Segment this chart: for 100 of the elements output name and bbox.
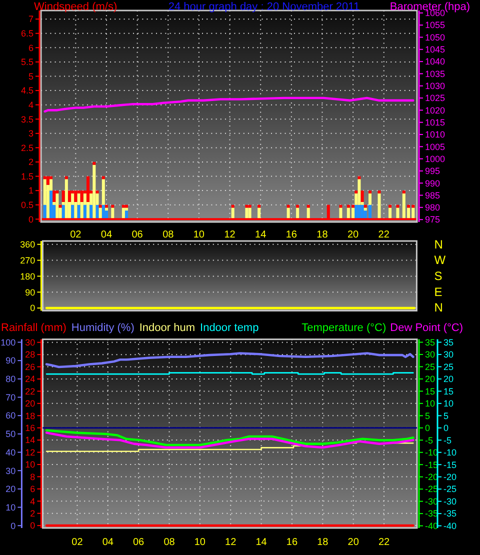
bar [83, 204, 86, 220]
y-tick-label: 180 [20, 271, 36, 282]
y-tick-label: 30 [425, 350, 436, 360]
y2-tick-label: 1015 [425, 117, 446, 128]
y2-tick-label: 1040 [425, 56, 446, 67]
y2-tick-label: -20 [444, 472, 457, 482]
bar [360, 190, 364, 202]
y2-tick-label: -30 [444, 496, 457, 506]
y2-tick-label: 10 [444, 398, 454, 409]
bar [62, 204, 65, 220]
bar [368, 193, 372, 205]
y-tick-label: 10 [425, 398, 436, 409]
bar [64, 179, 68, 220]
bar [378, 193, 381, 220]
bar [286, 208, 290, 220]
y-tick-label: 15 [425, 386, 436, 396]
line-series [44, 96, 414, 113]
y-tick-label: 16 [25, 423, 36, 433]
y-tick-label: 8 [30, 472, 36, 482]
bar [402, 190, 406, 194]
y2-tick-label: -40 [444, 520, 457, 531]
y2-tick-label: -10 [444, 448, 457, 458]
x-tick-label: 14 [255, 230, 267, 240]
y2-tick-label: 1025 [425, 93, 446, 104]
y-tick-label: 12 [25, 447, 36, 458]
bar [354, 190, 358, 194]
y2-tick-label: 80 [6, 374, 16, 384]
y2-tick-label: 70 [6, 392, 16, 402]
y-tick-label: 5 [28, 71, 34, 82]
y-tick-label: 0 [30, 303, 36, 314]
bar [80, 190, 84, 202]
chart-title: 24 hour graph day : 20 November 2011 [168, 1, 360, 13]
x-tick-label: 16 [286, 537, 298, 548]
bar [102, 179, 105, 205]
x-tick-label: 04 [102, 537, 114, 548]
y2-tick-label: -15 [444, 460, 457, 470]
y2-tick-label: 30 [444, 350, 454, 360]
y-tick-label: 30 [25, 338, 36, 348]
y-tick-label: 6.5 [20, 28, 34, 39]
y-tick-label: 6 [28, 42, 34, 53]
y2-tick-label: 15 [444, 386, 454, 396]
y-tick-label: 10 [25, 460, 36, 470]
y2-tick-label: 985 [425, 190, 440, 200]
x-tick-label: 18 [317, 537, 329, 548]
x-tick-label: 20 [348, 537, 360, 548]
y2-tick-label: -35 [444, 508, 457, 519]
y-tick-label: 3 [28, 128, 34, 139]
category-label: N [434, 300, 443, 315]
bar [68, 190, 72, 202]
y-tick-label: 4 [30, 496, 36, 506]
bar [74, 190, 78, 202]
y2-tick-label: 90 [6, 356, 16, 366]
y-tick-label: 90 [25, 287, 36, 298]
x-tick-label: 22 [378, 537, 390, 548]
bar [50, 190, 53, 220]
y2-tick-label: 100 [0, 337, 16, 348]
y2-tick-label: 40 [6, 447, 16, 458]
y2-tick-label: 1050 [425, 32, 446, 42]
bar [296, 208, 300, 220]
bar [258, 208, 261, 220]
category-label: W [434, 253, 446, 268]
y2-tick-label: 25 [444, 362, 454, 372]
bar [102, 204, 105, 220]
y-tick-label: 0 [30, 520, 36, 531]
y-tick-label: 26 [25, 362, 36, 372]
y-tick-label: 0.5 [20, 200, 34, 210]
x-tick-label: 10 [194, 537, 206, 548]
y2-tick-label: 20 [6, 484, 16, 494]
y-tick-label: 4 [28, 100, 34, 110]
bar [92, 162, 96, 165]
y2-tick-label: 1045 [425, 44, 446, 55]
y2-tick-label: 0 [10, 520, 16, 531]
x-tick-label: 02 [70, 230, 82, 240]
y-tick-label: 22 [25, 386, 36, 396]
bar [52, 190, 56, 202]
bar [122, 208, 125, 220]
bar [354, 204, 358, 220]
y-tick-label: 360 [20, 240, 36, 250]
y-axis-title: Windspeed (m/s) [34, 1, 118, 13]
text: Humidity (%) [71, 322, 134, 334]
bar [368, 190, 372, 194]
bar [62, 190, 65, 202]
bar [245, 208, 248, 220]
y-tick-label: 2.5 [20, 142, 34, 153]
bar [43, 204, 46, 220]
y-tick-label: 2 [30, 508, 36, 518]
x-tick-label: 12 [225, 537, 237, 548]
x-tick-label: 12 [224, 230, 236, 240]
x-tick-label: 22 [378, 230, 390, 240]
y-tick-label: 35 [425, 337, 436, 348]
x-tick-label: 16 [286, 230, 298, 240]
text: Temperature (°C) [302, 322, 386, 334]
bar [358, 204, 361, 220]
bar [98, 208, 102, 220]
y-tick-label: 1 [28, 186, 34, 196]
y-tick-label: 3.5 [20, 114, 34, 124]
y-tick-label: 18 [25, 410, 36, 421]
y2-tick-label: 1055 [425, 20, 446, 30]
y2-tick-label: -5 [444, 435, 452, 446]
x-tick-label: 06 [133, 537, 145, 548]
